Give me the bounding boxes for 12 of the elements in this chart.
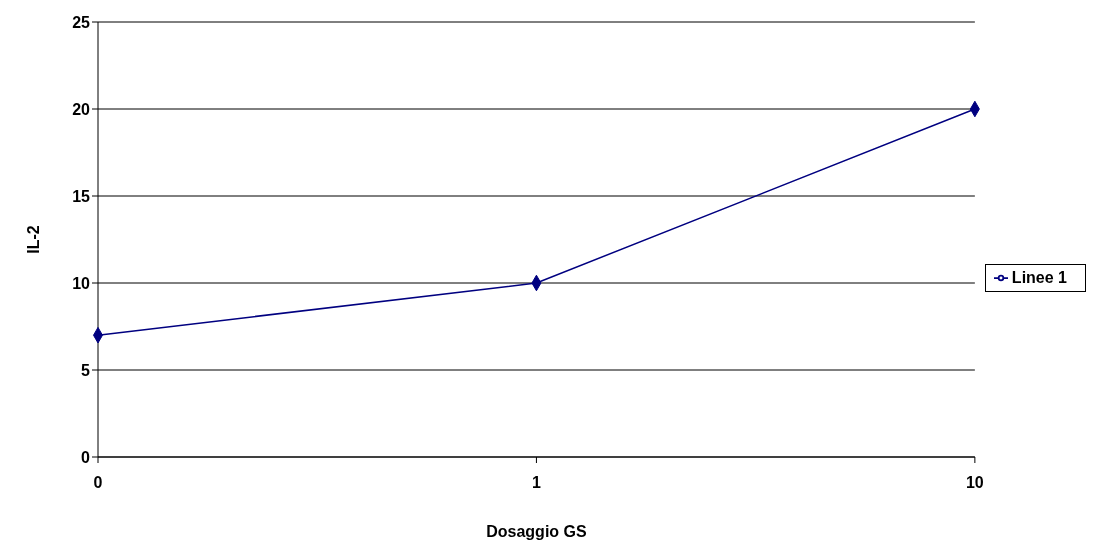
y-tick-label: 5 — [81, 361, 91, 379]
y-tick-label: 0 — [81, 448, 91, 466]
x-tick-label: 0 — [93, 474, 103, 492]
y-tick-label: 10 — [72, 274, 91, 292]
y-axis-title: IL-2 — [24, 225, 42, 254]
y-tick-label: 25 — [72, 13, 91, 31]
legend-label: Linee 1 — [1011, 268, 1067, 286]
x-axis-title: Dosaggio GS — [486, 523, 587, 540]
x-tick-label: 1 — [531, 474, 541, 492]
y-tick-label: 20 — [72, 100, 91, 118]
y-tick-label: 15 — [72, 187, 91, 205]
x-tick-label: 10 — [965, 474, 984, 492]
